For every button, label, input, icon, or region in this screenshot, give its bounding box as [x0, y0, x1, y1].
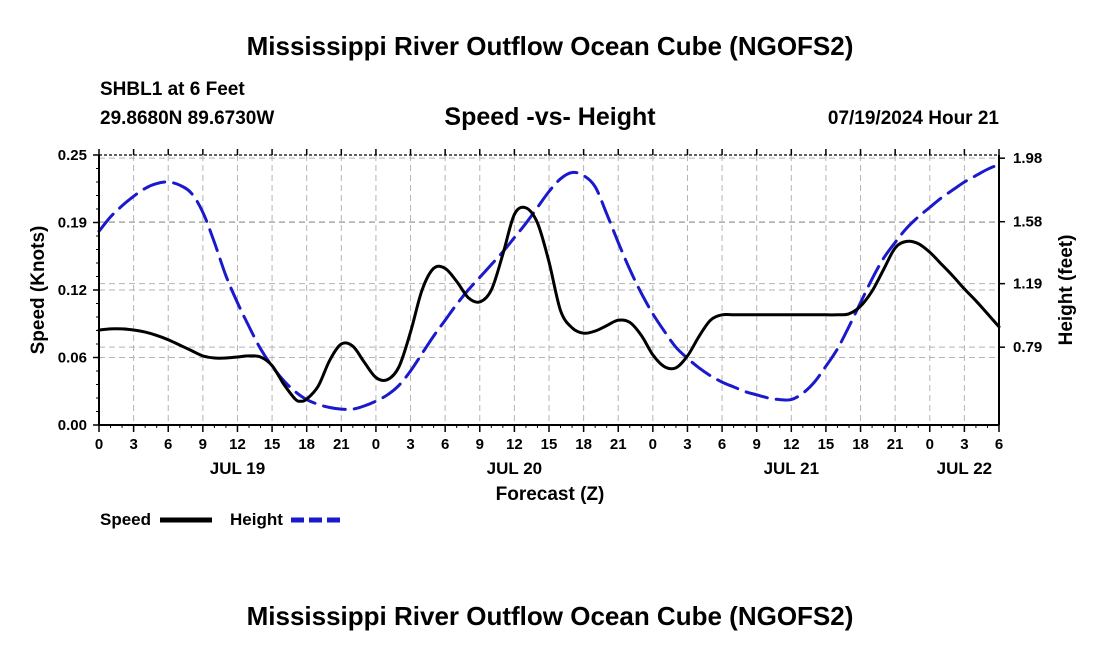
- x-tick-label: 3: [406, 436, 414, 453]
- x-tick-label: 9: [753, 436, 761, 453]
- station-coords: 29.8680N 89.6730W: [100, 108, 274, 129]
- series-group: [97, 163, 1001, 411]
- y-right-tick-label: 1.98: [1013, 150, 1042, 167]
- x-tick-label: 9: [476, 436, 484, 453]
- y-left-tick-label: 0.19: [58, 215, 87, 232]
- x-tick-label: 6: [164, 436, 172, 453]
- station-label: SHBL1 at 6 Feet: [100, 79, 245, 100]
- x-tick-label: 0: [649, 436, 657, 453]
- legend-height-label: Height: [230, 510, 283, 529]
- forecast-timestamp: 07/19/2024 Hour 21: [828, 108, 1000, 129]
- x-tick-label: 18: [298, 436, 315, 453]
- x-tick-label: 12: [783, 436, 800, 453]
- legend: Speed Height: [100, 510, 343, 529]
- chart-subtitle: Speed -vs- Height: [444, 103, 656, 131]
- x-tick-label: 18: [852, 436, 869, 453]
- x-tick-label: 15: [264, 436, 281, 453]
- x-tick-label: 3: [129, 436, 137, 453]
- x-date-label: JUL 22: [937, 459, 992, 478]
- y-left-tick-label: 0.12: [58, 282, 87, 299]
- page-bottom-title: Mississippi River Outflow Ocean Cube (NG…: [247, 601, 854, 631]
- x-tick-label: 6: [441, 436, 449, 453]
- y-right-tick-label: 1.58: [1013, 214, 1042, 231]
- y-left-tick-label: 0.25: [58, 147, 87, 164]
- x-tick-label: 9: [199, 436, 207, 453]
- x-tick-label: 18: [575, 436, 592, 453]
- height-series-line: [97, 163, 1001, 411]
- x-tick-label: 3: [683, 436, 691, 453]
- x-tick-label: 0: [926, 436, 934, 453]
- x-tick-label: 6: [995, 436, 1003, 453]
- x-axis-label: Forecast (Z): [496, 484, 605, 505]
- x-date-label: JUL 21: [764, 459, 819, 478]
- axes: 0 3 6 9 12 15 18 21 0 3 6 9 12 15 18 21 0 3 6 9 12 15 18 21 0 3 6J…: [58, 147, 1042, 478]
- x-tick-label: 6: [718, 436, 726, 453]
- speed-series-line: [97, 205, 1001, 403]
- x-date-label: JUL 19: [210, 459, 265, 478]
- x-tick-label: 0: [372, 436, 380, 453]
- legend-speed-label: Speed: [100, 510, 151, 529]
- x-tick-label: 3: [960, 436, 968, 453]
- page-title: Mississippi River Outflow Ocean Cube (NG…: [247, 31, 854, 61]
- x-tick-label: 12: [506, 436, 523, 453]
- x-tick-label: 0: [95, 436, 103, 453]
- y-axis-left-label: Speed (Knots): [28, 226, 49, 355]
- y-right-tick-label: 1.19: [1013, 276, 1042, 293]
- y-right-tick-label: 0.79: [1013, 339, 1042, 356]
- x-date-label: JUL 20: [487, 459, 542, 478]
- x-tick-label: 15: [541, 436, 558, 453]
- y-left-tick-label: 0.00: [58, 417, 87, 434]
- x-tick-label: 15: [818, 436, 835, 453]
- x-tick-label: 21: [333, 436, 350, 453]
- y-axis-right-label: Height (feet): [1056, 235, 1077, 346]
- x-tick-label: 21: [610, 436, 627, 453]
- y-left-tick-label: 0.06: [58, 350, 87, 367]
- grid: [99, 155, 999, 425]
- x-tick-label: 12: [229, 436, 246, 453]
- x-tick-label: 21: [887, 436, 904, 453]
